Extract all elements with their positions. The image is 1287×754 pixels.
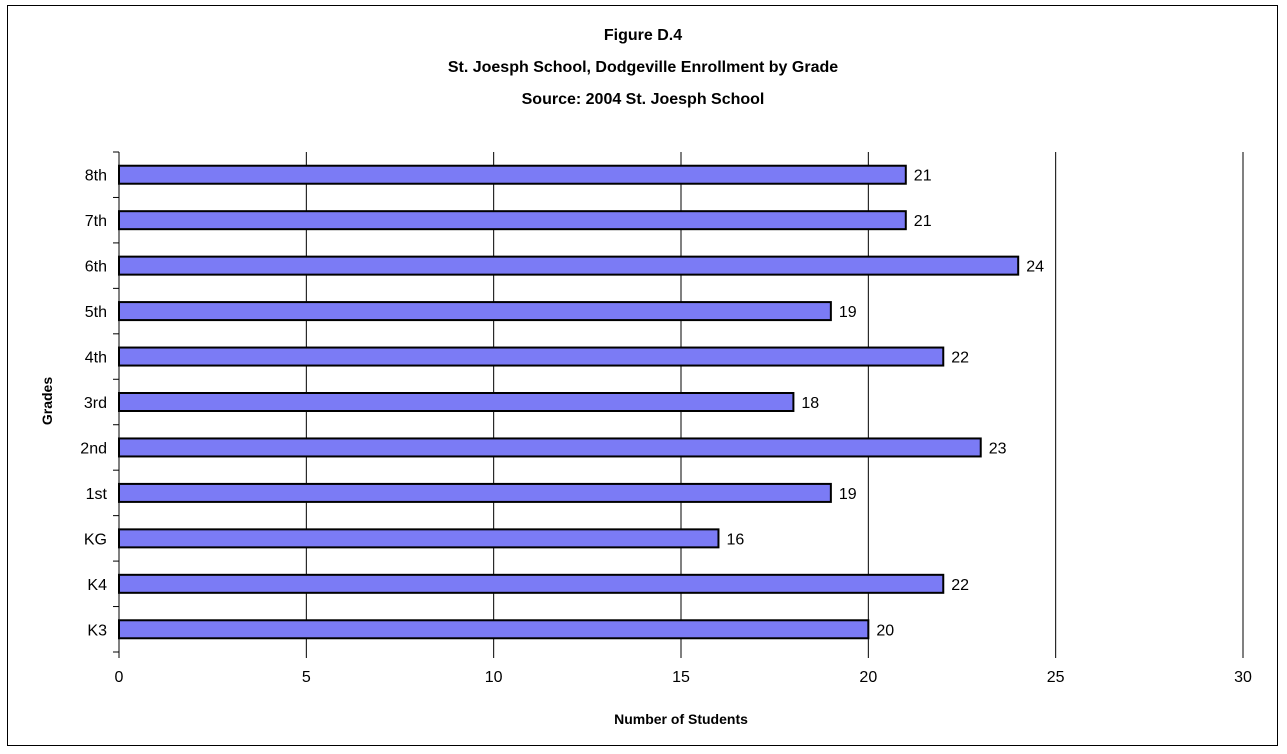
bar-k4: [118, 573, 945, 594]
bars: [118, 164, 1020, 640]
x-axis-title: Number of Students: [614, 711, 748, 727]
labels: 0 5 10 15 20 25 30 K3 20 K4 22 KG 16 1st 19 2nd 23 3rd 18 4…: [80, 168, 1252, 686]
y-tick-label: 4th: [85, 350, 107, 367]
x-tick-label: 5: [302, 669, 311, 686]
bar-6th: [118, 255, 1020, 276]
y-tick-label: 7th: [85, 213, 107, 230]
data-label: 22: [951, 577, 969, 594]
y-tick-label: 5th: [85, 304, 107, 321]
data-label: 21: [914, 168, 932, 185]
data-label: 19: [839, 304, 857, 321]
data-label: 20: [876, 622, 894, 639]
data-label: 24: [1026, 259, 1044, 276]
x-tick-label: 10: [485, 669, 503, 686]
y-tick-label: 2nd: [80, 440, 107, 457]
y-tick-label: 3rd: [84, 395, 107, 412]
x-tick-label: 25: [1047, 669, 1065, 686]
y-tick-label: K4: [87, 577, 107, 594]
data-label: 18: [801, 395, 819, 412]
bar-kg: [118, 528, 720, 549]
bar-8th: [118, 164, 907, 185]
x-tick-label: 0: [115, 669, 124, 686]
data-label: 21: [914, 213, 932, 230]
y-tick-label: K3: [87, 622, 107, 639]
bar-1st: [118, 482, 832, 503]
bar-2nd: [118, 437, 982, 458]
bar-k3: [118, 619, 870, 640]
y-tick-label: 6th: [85, 259, 107, 276]
x-tick-label: 15: [672, 669, 690, 686]
bar-7th: [118, 210, 907, 231]
y-tick-label: 8th: [85, 168, 107, 185]
data-label: 22: [951, 350, 969, 367]
chart-title-line-2: St. Joesph School, Dodgeville Enrollment…: [448, 59, 838, 76]
bar-3rd: [118, 392, 795, 412]
y-axis-title: Grades: [39, 377, 55, 425]
chart-title-line-1: Figure D.4: [604, 27, 682, 44]
data-label: 23: [989, 440, 1007, 457]
x-tick-label: 20: [859, 669, 877, 686]
bar-4th: [118, 346, 945, 367]
gridlines: [305, 152, 1244, 652]
y-tick-label: KG: [84, 531, 107, 548]
data-label: 19: [839, 486, 857, 503]
y-tick-label: 1st: [86, 486, 108, 503]
bar-5th: [118, 301, 832, 322]
x-tick-label: 30: [1234, 669, 1252, 686]
chart-title-line-3: Source: 2004 St. Joesph School: [522, 91, 765, 108]
data-label: 16: [726, 531, 744, 548]
